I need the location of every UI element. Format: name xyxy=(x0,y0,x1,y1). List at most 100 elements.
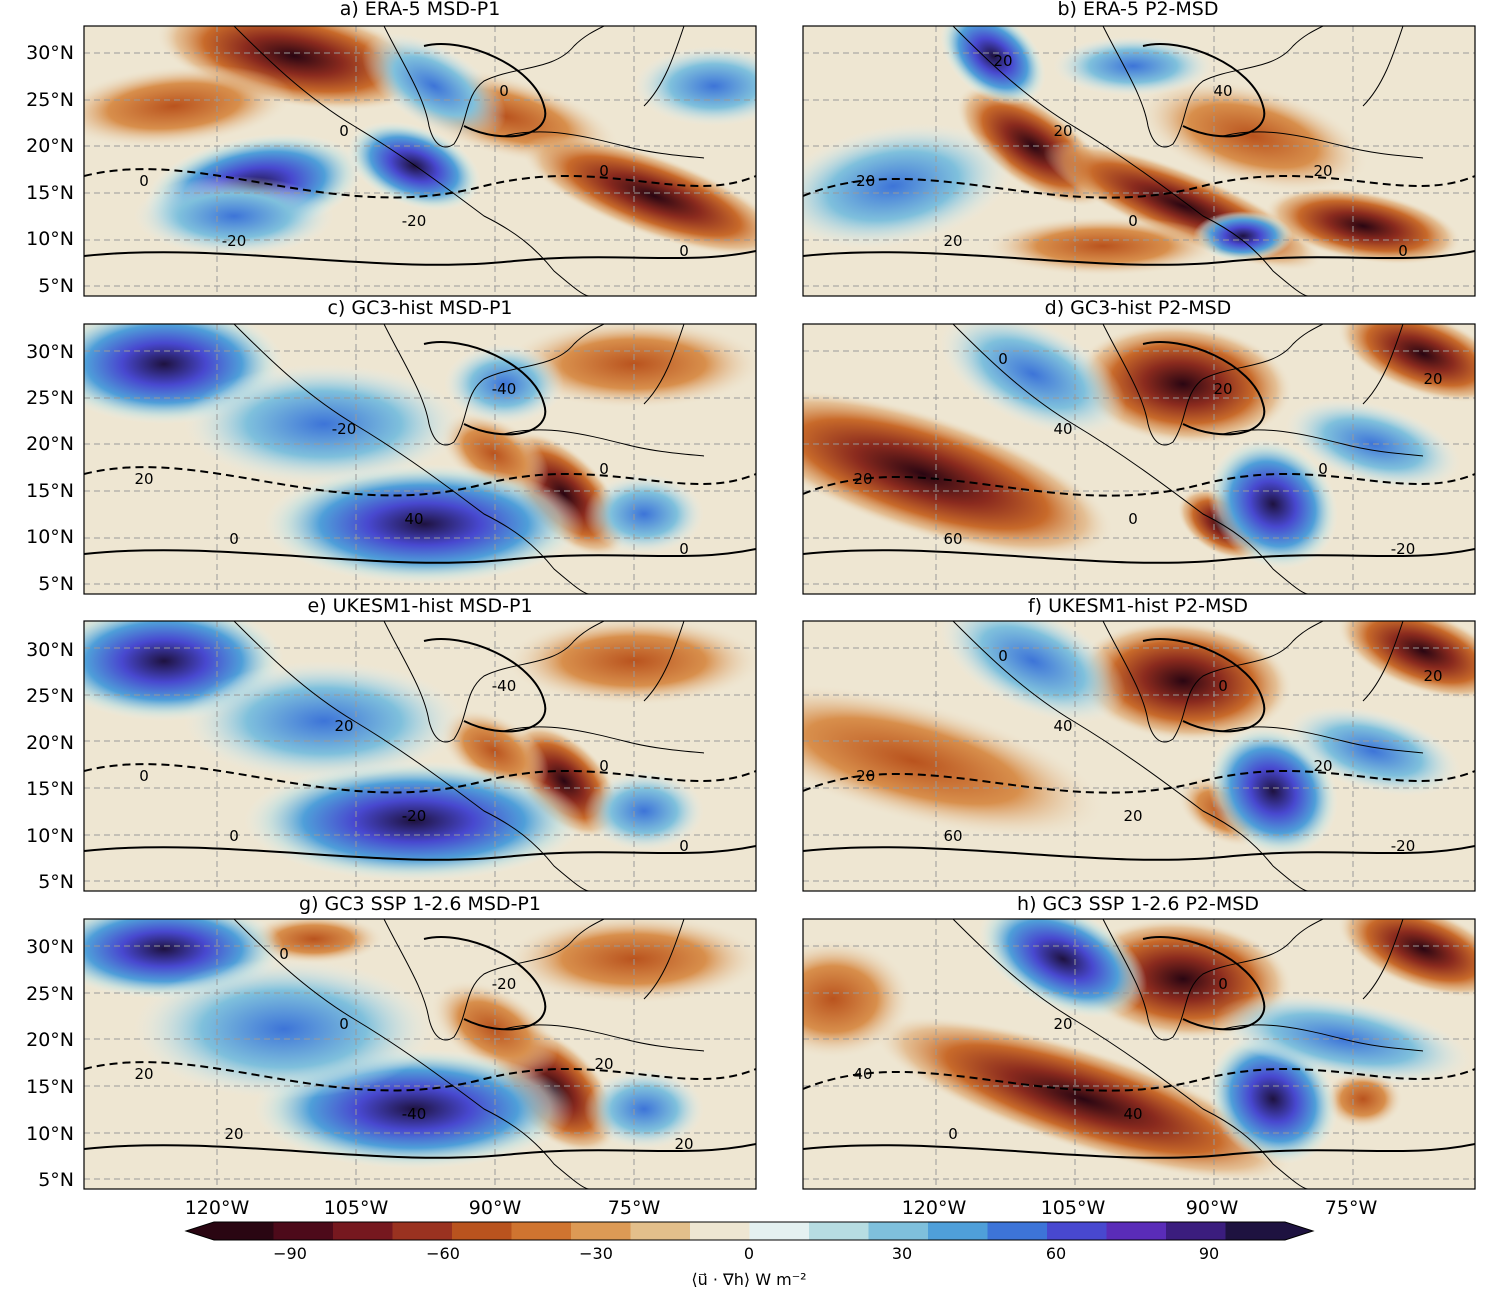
colorbar-segment xyxy=(392,1222,453,1240)
map-panel-h: 40 0 20 40 0 xyxy=(802,918,1476,1190)
contour-label: 0 xyxy=(1398,242,1408,260)
contour-positive xyxy=(1142,341,1266,436)
contour-label: 20 xyxy=(1313,162,1332,180)
contour-label: 0 xyxy=(948,1125,958,1143)
contour-label: 60 xyxy=(943,827,962,845)
colorbar-segment xyxy=(809,1222,869,1240)
anomaly-region xyxy=(264,464,584,584)
anomaly-region xyxy=(1073,621,1293,742)
anomaly-region xyxy=(1073,324,1293,445)
anomaly-region xyxy=(361,33,507,139)
lon-tick-label: 105°W xyxy=(1041,1197,1106,1219)
lat-tick-label: 15°N xyxy=(26,1076,74,1098)
anomaly-region xyxy=(978,919,1148,1019)
colorbar-segment xyxy=(928,1222,988,1240)
anomaly-region xyxy=(184,661,464,781)
panel-g-title: g) GC3 SSP 1-2.6 MSD-P1 xyxy=(299,893,541,915)
contour-label: 20 xyxy=(1313,757,1332,775)
anomaly-region xyxy=(1136,78,1370,194)
contour-negative xyxy=(803,770,1475,794)
lat-axis-row-4: 30°N 25°N 20°N 15°N 10°N 5°N xyxy=(26,936,74,1191)
colorbar-tick-label: 60 xyxy=(1046,1244,1066,1263)
contour-label: 0 xyxy=(599,162,609,180)
contour-label: 0 xyxy=(998,350,1008,368)
contour-positive xyxy=(423,43,547,138)
contour-label: -20 xyxy=(332,420,357,438)
colorbar-segment xyxy=(1106,1222,1167,1240)
colorbar-tick-label: −60 xyxy=(426,1244,460,1263)
lon-tick-label: 105°W xyxy=(324,1197,389,1219)
contour-label: 20 xyxy=(1053,1015,1072,1033)
colorbar-segment xyxy=(333,1222,393,1240)
contour-label: 40 xyxy=(853,1065,872,1083)
colorbar-label: ⟨u⃗ · ∇h⟩ W m⁻² xyxy=(691,1270,806,1289)
contour-label: -20 xyxy=(492,975,517,993)
panel-c-title: c) GC3-hist MSD-P1 xyxy=(327,297,512,319)
contour-label: 0 xyxy=(599,460,609,478)
lat-tick-label: 20°N xyxy=(26,433,74,455)
panel-frame xyxy=(83,25,757,297)
anomaly-region xyxy=(1285,705,1461,797)
colorbar-ticks: −90 −60 −30 0 30 60 90 xyxy=(273,1244,1219,1263)
anomaly-region xyxy=(873,1016,1293,1182)
colorbar-tick-label: 0 xyxy=(744,1244,754,1263)
anomaly-region xyxy=(1337,324,1475,403)
anomaly-region xyxy=(504,324,756,409)
contour-label: 0 xyxy=(339,122,349,140)
contour-label: 20 xyxy=(594,1055,613,1073)
contour-label: -20 xyxy=(222,232,247,250)
contour-label: 0 xyxy=(679,837,689,855)
contour-label: 20 xyxy=(1423,370,1442,388)
contour-label: 0 xyxy=(499,82,509,100)
lat-tick-label: 30°N xyxy=(26,42,74,64)
map-panel-e: 0 0 20 -20 -40 0 0 xyxy=(83,620,757,892)
anomaly-region xyxy=(504,919,756,1004)
anomaly-region xyxy=(1053,36,1213,96)
coastline xyxy=(952,621,1424,891)
panel-e-title: e) UKESM1-hist MSD-P1 xyxy=(307,595,532,617)
contour-positive xyxy=(1142,638,1266,733)
panel-frame xyxy=(83,918,757,1190)
lat-tick-label: 30°N xyxy=(26,639,74,661)
contour-positive xyxy=(803,845,1475,861)
lon-axis-left: 120°W 105°W 90°W 75°W xyxy=(185,1197,661,1219)
colorbar-outline xyxy=(184,1221,1315,1241)
contour-positive xyxy=(1142,936,1266,1031)
colorbar xyxy=(184,1221,1315,1241)
lon-axis-right: 120°W 105°W 90°W 75°W xyxy=(902,1197,1378,1219)
lat-tick-label: 25°N xyxy=(26,983,74,1005)
lat-tick-label: 25°N xyxy=(26,685,74,707)
lat-tick-label: 5°N xyxy=(38,1169,74,1191)
contour-label: 40 xyxy=(1053,717,1072,735)
contour-label: 20 xyxy=(1123,807,1142,825)
lat-tick-label: 20°N xyxy=(26,135,74,157)
contour-label: -40 xyxy=(402,1105,427,1123)
colorbar-segment xyxy=(630,1222,691,1240)
colorbar-tick-label: 30 xyxy=(892,1244,912,1263)
colorbar-segment xyxy=(749,1222,810,1240)
anomaly-region xyxy=(1337,621,1475,700)
contour-label: 0 xyxy=(1128,510,1138,528)
colorbar-segment xyxy=(273,1222,334,1240)
contour-label: 0 xyxy=(1218,677,1228,695)
contour-label: -20 xyxy=(1391,837,1416,855)
contour-label: -20 xyxy=(402,212,427,230)
contour-label: 20 xyxy=(134,1065,153,1083)
contour-label: 20 xyxy=(134,470,153,488)
contour-negative xyxy=(84,763,756,794)
anomaly-region xyxy=(803,683,1107,839)
lat-tick-label: 10°N xyxy=(26,526,74,548)
anomaly-region xyxy=(346,121,482,211)
contour-label: 20 xyxy=(1423,667,1442,685)
colorbar-segment xyxy=(214,1222,274,1240)
contour-label: 40 xyxy=(1213,82,1232,100)
contour-label: 0 xyxy=(679,540,689,558)
contour-label: -40 xyxy=(492,677,517,695)
colorbar-segment xyxy=(1225,1222,1286,1240)
contour-positive xyxy=(423,341,547,436)
anomaly-region xyxy=(803,123,1012,249)
anomaly-region xyxy=(1323,1069,1403,1129)
coastline xyxy=(952,919,1424,1189)
contour-label: 0 xyxy=(679,242,689,260)
contour-label: 60 xyxy=(943,530,962,548)
